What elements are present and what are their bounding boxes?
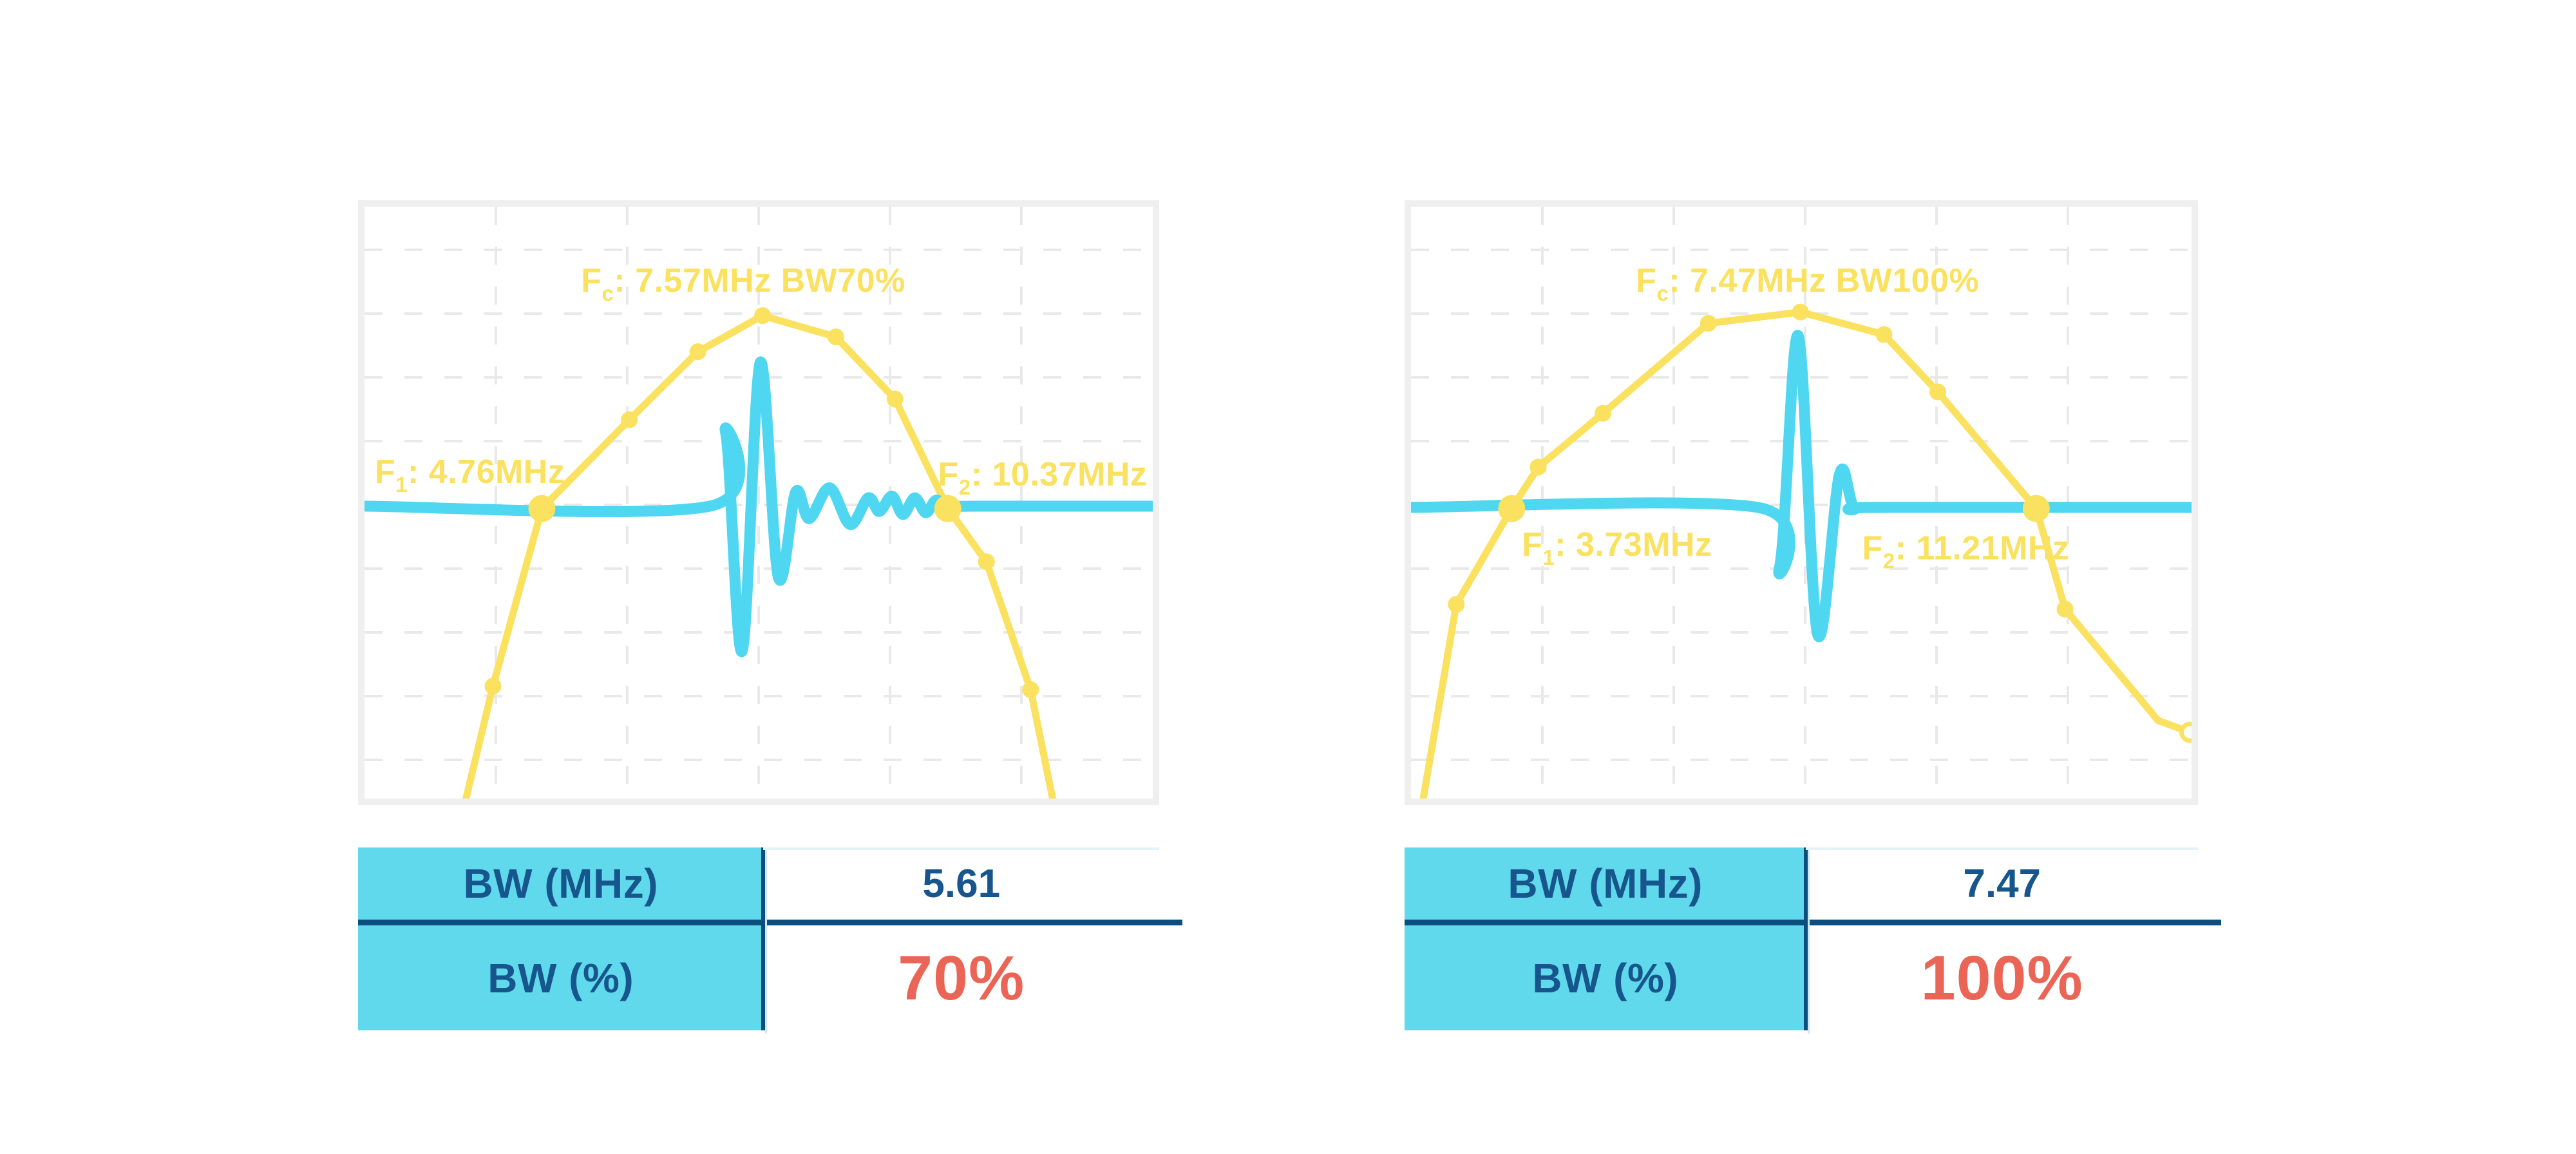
bw-mhz-value: 7.47 (1806, 847, 2198, 920)
annotation-subscript: 2 (1883, 549, 1895, 573)
table-separator-line (1405, 920, 2221, 925)
data-point-marker (754, 307, 772, 325)
data-point-marker (1929, 383, 1947, 401)
annotation-text: : 4.76MHz (408, 453, 565, 491)
data-point-marker (1530, 459, 1547, 476)
annotation-subscript: 1 (1542, 545, 1555, 569)
f2-annotation: F2: 10.37MHz (938, 456, 1148, 499)
bw-mhz-label: BW (MHz) (1405, 847, 1806, 920)
data-point-marker (1700, 315, 1717, 332)
pulse-waveform-line (1411, 330, 2192, 643)
open-ring-marker (2179, 721, 2192, 743)
annotation-prefix: F (1862, 530, 1883, 567)
bw-percent-label: BW (%) (1405, 925, 1806, 1030)
annotation-prefix: F (375, 453, 395, 491)
chart-bw100: Fc: 7.47MHz BW100% F1: 3.73MHz F2: 11.21MH… (1405, 200, 2198, 805)
f1-annotation: F1: 3.73MHz (1522, 526, 1712, 569)
bw-percent-label: BW (%) (358, 925, 764, 1030)
crossing-point-marker (528, 495, 556, 522)
annotation-prefix: F (1636, 262, 1656, 299)
annotation-subscript: c (602, 281, 614, 305)
data-point-marker (978, 553, 995, 571)
panel-bw100: Fc: 7.47MHz BW100% F1: 3.73MHz F2: 11.21MH… (1405, 200, 2221, 1034)
data-point-marker (1875, 326, 1893, 343)
data-point-marker (621, 411, 638, 428)
bw-table-100: BW (MHz) 7.47 BW (%) 100% (1405, 847, 2221, 1034)
data-point-marker (827, 328, 844, 346)
fc-annotation: Fc: 7.57MHz BW70% (581, 262, 905, 305)
crossing-point-marker (934, 495, 961, 522)
annotation-text: : 7.47MHz BW100% (1669, 262, 1979, 299)
table-column-divider (1804, 847, 1810, 1034)
f1-annotation: F1: 4.76MHz (375, 453, 565, 497)
annotation-prefix: F (1522, 526, 1542, 563)
annotation-subscript: 2 (959, 475, 971, 499)
annotation-prefix: F (581, 262, 601, 299)
spectrum-line (462, 312, 1057, 799)
chart-bw70: Fc: 7.57MHz BW70% F1: 4.76MHz F2: 10.37MHz (358, 200, 1159, 805)
table-top-line (1806, 847, 2198, 850)
bw-table-70: BW (MHz) 5.61 BW (%) 70% (358, 847, 1182, 1034)
table-top-line (763, 847, 1159, 850)
data-point-marker (1595, 404, 1612, 422)
table-row: BW (%) 100% (1405, 925, 2198, 1030)
crossing-point-marker (2022, 495, 2050, 522)
table-column-divider (761, 847, 768, 1034)
bw-mhz-value: 5.61 (763, 847, 1159, 920)
fc-annotation: Fc: 7.47MHz BW100% (1636, 262, 1979, 305)
annotation-subscript: 1 (395, 473, 408, 497)
data-point-marker (1448, 596, 1465, 613)
data-point-marker (689, 343, 706, 361)
bw-mhz-label: BW (MHz) (358, 847, 764, 920)
annotation-text: : 11.21MHz (1895, 530, 2070, 567)
table-row: BW (%) 70% (358, 925, 1159, 1030)
data-point-marker (484, 677, 502, 695)
crossing-point-marker (1498, 495, 1526, 522)
chart-bw100-svg: Fc: 7.47MHz BW100%F1: 3.73MHz F2: 11.21MH… (1411, 207, 2192, 799)
data-point-marker (1022, 681, 1039, 698)
data-point-marker (886, 390, 904, 408)
chart-bw70-svg: Fc: 7.57MHz BW70%F1: 4.76MHz F2: 10.37MHz (365, 207, 1153, 799)
table-separator-line (358, 920, 1182, 925)
annotation-prefix: F (938, 456, 959, 493)
table-row: BW (MHz) 7.47 (1405, 847, 2198, 920)
bw-percent-value: 100% (1806, 925, 2198, 1030)
data-point-marker (1792, 303, 1809, 321)
pulse-waveform-line (365, 356, 1153, 657)
annotation-subscript: c (1656, 281, 1669, 305)
bw-percent-value: 70% (763, 925, 1159, 1030)
annotation-text: : 3.73MHz (1555, 526, 1712, 563)
panel-bw70: Fc: 7.57MHz BW70% F1: 4.76MHz F2: 10.37MHz… (358, 200, 1182, 1034)
data-point-marker (2056, 600, 2074, 618)
f2-annotation: F2: 11.21MHz (1862, 530, 2070, 573)
annotation-text: : 10.37MHz (971, 456, 1148, 493)
annotation-text: : 7.57MHz BW70% (614, 262, 905, 299)
table-row: BW (MHz) 5.61 (358, 847, 1159, 920)
